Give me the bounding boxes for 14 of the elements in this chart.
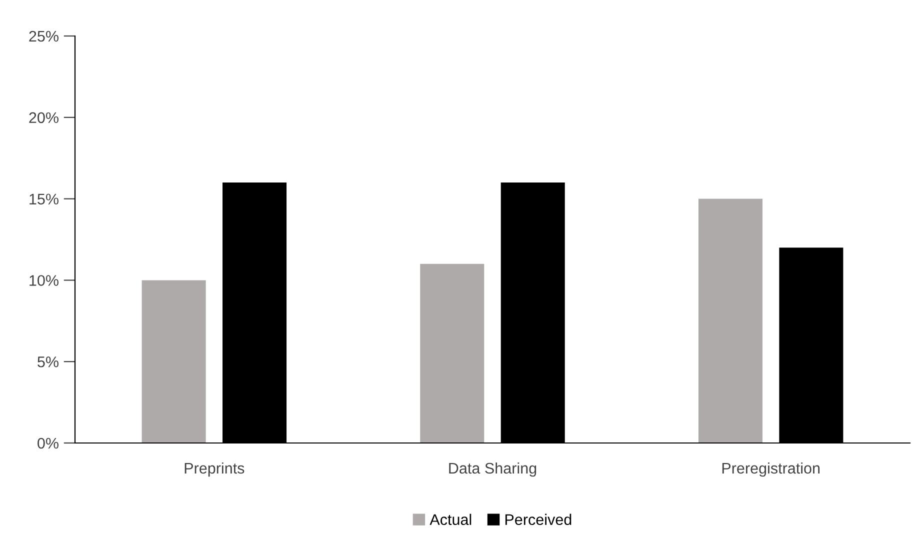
x-tick-label: Preprints <box>184 462 244 477</box>
bar <box>698 198 762 443</box>
legend-label: Actual <box>430 514 472 526</box>
legend-label: Perceived <box>505 514 572 526</box>
y-tick-label: 5% <box>38 356 58 368</box>
x-tick-label: Data Sharing <box>449 462 536 477</box>
y-tick-label: 15% <box>30 194 58 204</box>
x-tick-label: Preregistration <box>722 462 820 477</box>
bar <box>420 264 484 443</box>
y-tick-label: 10% <box>30 275 58 286</box>
y-tick-label: 20% <box>29 112 58 124</box>
bar <box>142 280 206 443</box>
y-tick-label: 0% <box>38 438 58 449</box>
y-tick-label: 25% <box>29 30 58 42</box>
